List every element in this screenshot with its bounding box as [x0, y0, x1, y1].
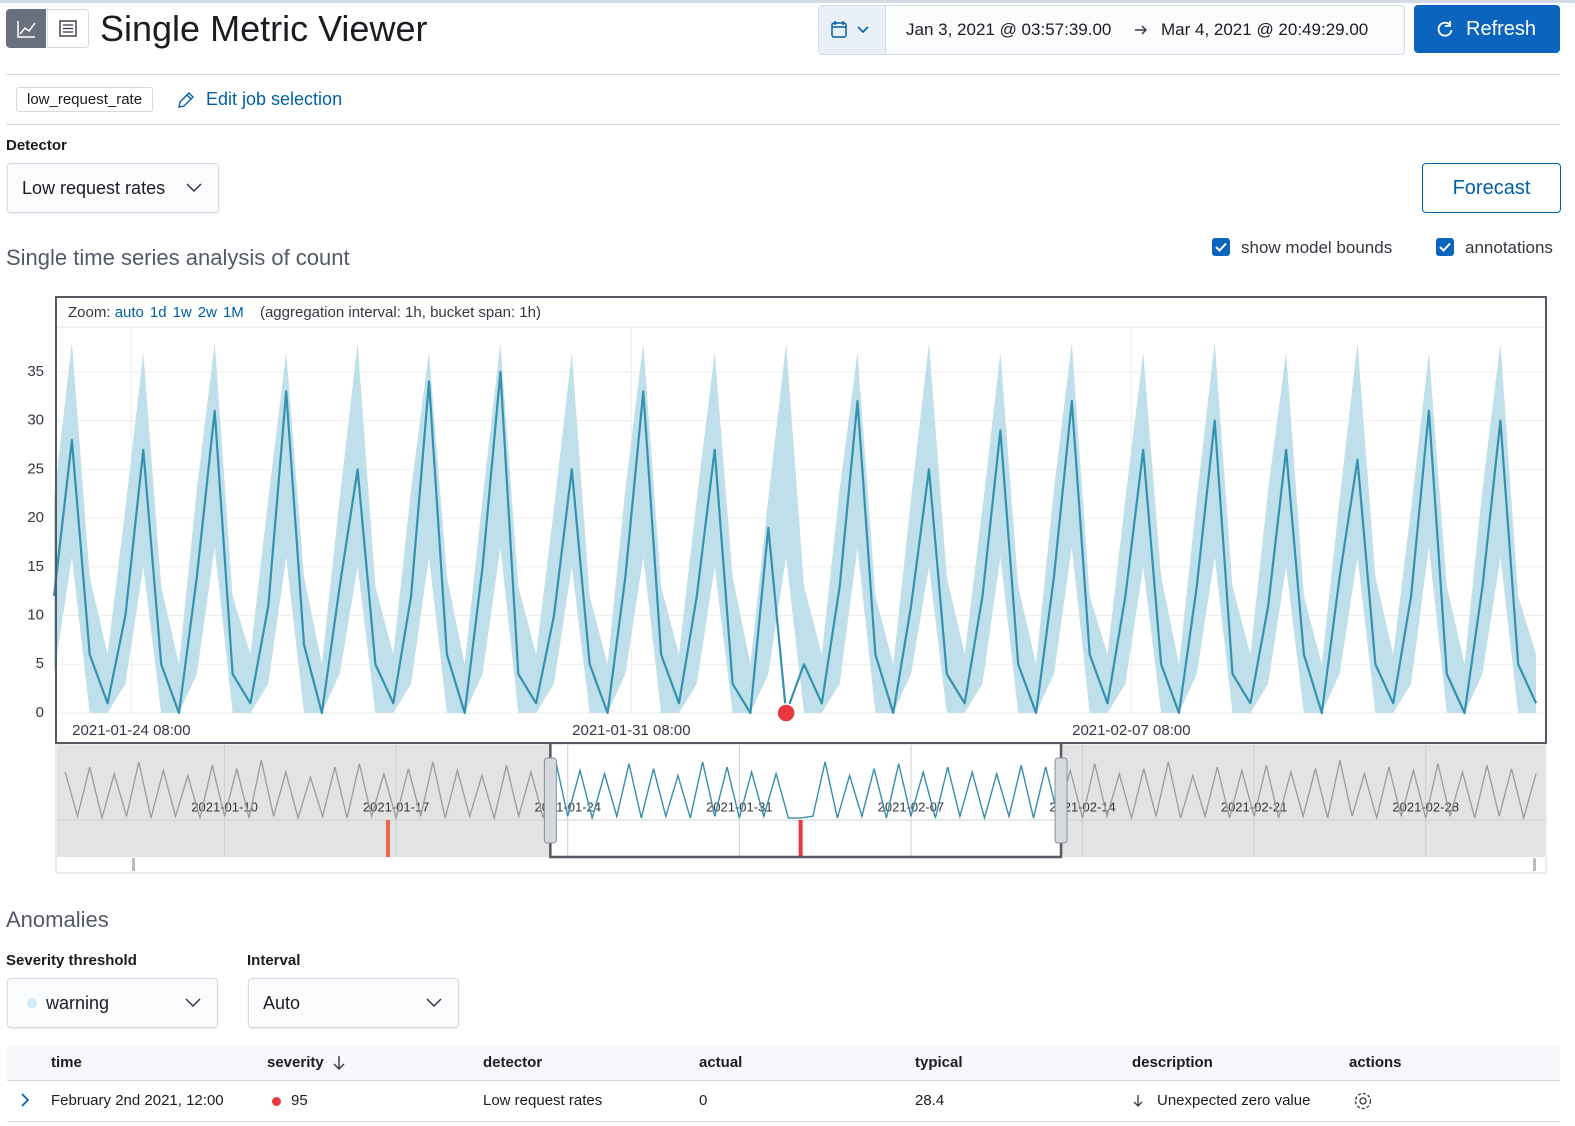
- detector-value: Low request rates: [22, 178, 166, 198]
- column-header: description: [1132, 1054, 1213, 1071]
- x-tick-label: 2021-01-31 08:00: [572, 722, 690, 739]
- time-to[interactable]: Mar 4, 2021 @ 20:49:29.00: [1161, 20, 1369, 39]
- edit-job-link[interactable]: Edit job selection: [206, 89, 343, 109]
- x-tick-label: 2021-01-17: [363, 799, 430, 814]
- overview-selected-line: [550, 760, 1062, 820]
- checkbox[interactable]: [1212, 238, 1230, 256]
- x-tick-label: 2021-01-10: [191, 799, 258, 814]
- x-tick-label: 2021-02-07 08:00: [1072, 722, 1190, 739]
- x-tick-label: 2021-01-24 08:00: [72, 722, 190, 739]
- checkbox[interactable]: [1436, 238, 1454, 256]
- zoom-note: (aggregation interval: 1h, bucket span: …: [259, 304, 541, 321]
- toggle[interactable]: annotations: [1436, 237, 1566, 259]
- severity-value: warning: [46, 993, 110, 1013]
- zoom-option[interactable]: 1d: [149, 304, 167, 321]
- sort-arrow: [332, 1055, 346, 1076]
- x-tick-label: 2021-02-21: [1221, 799, 1288, 814]
- column-header: typical: [915, 1054, 963, 1071]
- y-tick-label: 20: [27, 509, 44, 526]
- zoom-label: Zoom:: [68, 304, 111, 321]
- y-tick-label: 5: [36, 655, 44, 672]
- x-tick-label: 2021-02-07: [878, 799, 945, 814]
- column-header: time: [51, 1054, 82, 1071]
- column-header: actual: [699, 1054, 743, 1071]
- zoom-option[interactable]: 1M: [222, 304, 244, 321]
- y-tick-label: 0: [36, 704, 44, 721]
- y-tick-label: 35: [27, 363, 44, 380]
- column-header: actions: [1349, 1054, 1402, 1071]
- y-tick-label: 30: [27, 412, 44, 429]
- table-view-button[interactable]: [47, 9, 89, 48]
- severity-dot: [272, 1097, 281, 1106]
- toggle-label: annotations: [1465, 238, 1553, 257]
- time-from[interactable]: Jan 3, 2021 @ 03:57:39.00: [906, 20, 1112, 39]
- toggle[interactable]: show model bounds: [1212, 237, 1412, 259]
- x-tick-label: 2021-02-28: [1392, 799, 1459, 814]
- table-cell: 0: [699, 1092, 708, 1109]
- column-header[interactable]: severity: [267, 1054, 324, 1071]
- series-line: [52, 370, 1538, 715]
- chart-border: [55, 296, 1547, 744]
- scroll-thumb: [1533, 858, 1536, 871]
- detector-label: Detector: [6, 137, 67, 154]
- zoom-bar: Zoom: auto 1d 1w 2w 1M (aggregation interval…: [68, 304, 541, 321]
- toggle-label: show model bounds: [1241, 238, 1393, 257]
- table-cell: 95: [291, 1092, 308, 1109]
- anomalies-title: Anomalies: [6, 907, 109, 932]
- section-title: Single time series analysis of count: [6, 245, 350, 270]
- table-row: [7, 1081, 1560, 1122]
- forecast-button[interactable]: Forecast: [1422, 163, 1561, 213]
- zoom-option[interactable]: 1w: [172, 304, 192, 321]
- brush-handle: [543, 757, 557, 844]
- table-cell: February 2nd 2021, 12:00: [51, 1092, 224, 1109]
- desc-arrow: [1132, 1093, 1144, 1114]
- anomaly-marker: [776, 703, 796, 723]
- swimlane-marker: [385, 820, 390, 857]
- brush-handle: [1054, 757, 1068, 844]
- zoom-option[interactable]: auto: [114, 304, 144, 321]
- chart-view-button[interactable]: [6, 9, 46, 48]
- severity-select[interactable]: warning: [7, 978, 218, 1028]
- zoom-option[interactable]: 2w: [197, 304, 217, 321]
- top-border: [0, 0, 1575, 3]
- refresh-button[interactable]: Refresh: [1414, 5, 1560, 53]
- scroll-thumb: [132, 858, 135, 871]
- column-header: detector: [483, 1054, 543, 1071]
- arrow: [1135, 25, 1147, 35]
- divider: [6, 74, 1560, 75]
- job-badge: low_request_rate: [16, 87, 154, 112]
- y-tick-label: 15: [27, 558, 44, 575]
- table-header: [7, 1047, 1560, 1081]
- y-tick-label: 25: [27, 460, 44, 477]
- date-picker[interactable]: Jan 3, 2021 @ 03:57:39.00 Mar 4, 2021 @ …: [818, 5, 1405, 55]
- table-cell: Unexpected zero value: [1157, 1092, 1311, 1109]
- pencil-icon: [178, 92, 194, 108]
- swimlane-marker: [798, 820, 803, 857]
- quick-menu[interactable]: [819, 6, 886, 54]
- actions-button[interactable]: [1352, 1090, 1374, 1117]
- refresh-label: Refresh: [1466, 18, 1537, 40]
- x-tick-label: 2021-01-31: [706, 799, 773, 814]
- interval-select[interactable]: Auto: [248, 978, 459, 1028]
- severity-label: Severity threshold: [6, 952, 137, 969]
- page-title: Single Metric Viewer: [100, 8, 428, 49]
- expand-button[interactable]: [18, 1092, 32, 1113]
- interval-value: Auto: [263, 993, 301, 1013]
- interval-label: Interval: [247, 952, 301, 969]
- detector-select[interactable]: Low request rates: [7, 163, 219, 213]
- selection: [550, 745, 1062, 857]
- y-tick-label: 10: [27, 607, 44, 624]
- divider: [6, 124, 1560, 125]
- table-cell: 28.4: [915, 1092, 945, 1109]
- table-cell: Low request rates: [483, 1092, 603, 1109]
